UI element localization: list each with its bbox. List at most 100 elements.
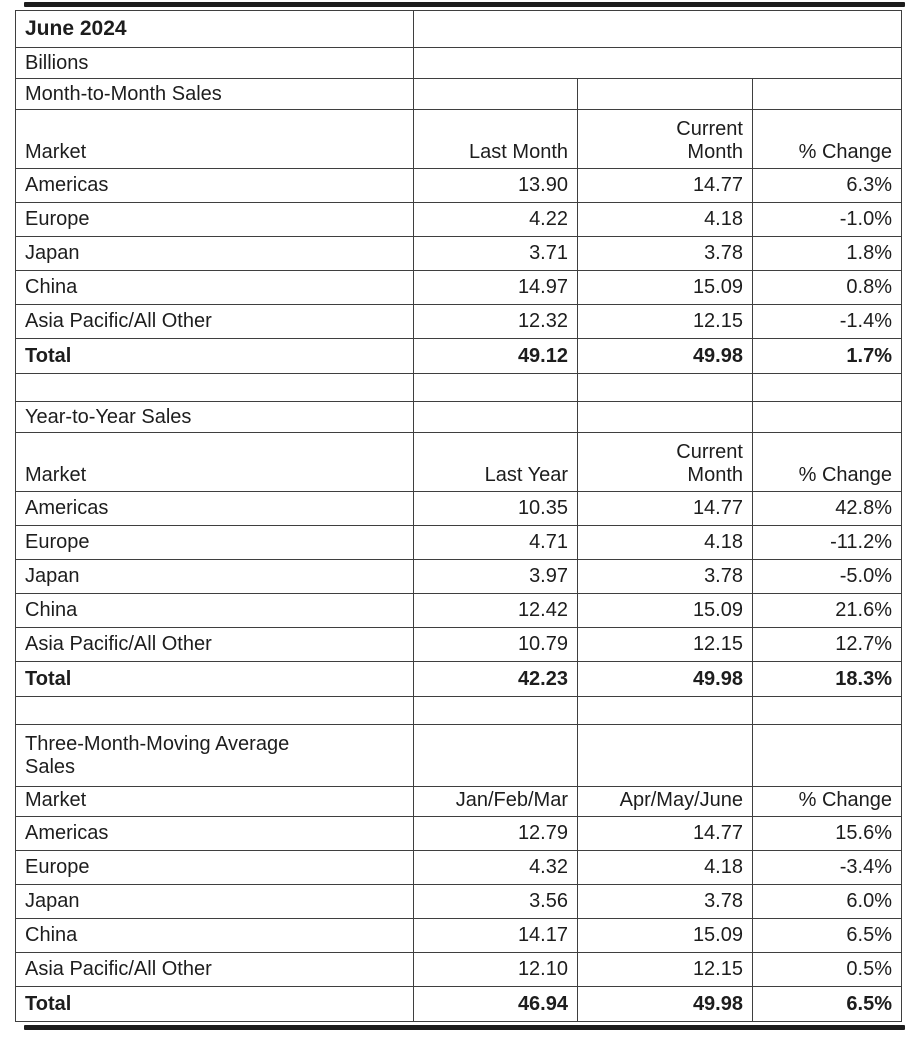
market-cell: Americas (15, 491, 414, 526)
column-header-cell: % Change (751, 432, 903, 492)
value-cell: 4.18 (577, 202, 753, 237)
spacer-cell (15, 373, 414, 402)
section-title-empty-cell (751, 724, 903, 787)
value-cell: 49.98 (577, 338, 753, 374)
value-cell: 12.15 (577, 627, 753, 662)
value-cell: 12.15 (577, 952, 753, 987)
change-cell: 18.3% (751, 661, 903, 697)
value-cell: 4.32 (413, 850, 578, 885)
value-cell: 3.78 (577, 884, 753, 919)
spacer-cell (751, 696, 903, 725)
market-cell: Japan (15, 884, 414, 919)
value-cell: 14.77 (577, 491, 753, 526)
value-cell: 10.79 (413, 627, 578, 662)
top-rule (24, 2, 905, 7)
change-cell: 0.5% (751, 952, 903, 987)
column-header-cell: Market (15, 432, 414, 492)
report-title-empty-cell (412, 10, 903, 48)
change-cell: 21.6% (751, 593, 903, 628)
value-cell: 15.09 (577, 918, 753, 953)
spacer-cell (413, 373, 578, 402)
value-cell: 12.42 (413, 593, 578, 628)
sales-table-body: June 2024 Billions Month-to-Month Sales Mar… (15, 10, 903, 1022)
value-cell: 12.10 (413, 952, 578, 987)
spacer-cell (15, 696, 414, 725)
value-cell: 14.77 (577, 168, 753, 203)
total-label-cell: Total (15, 338, 414, 374)
market-cell: China (15, 270, 414, 305)
value-cell: 49.98 (577, 986, 753, 1022)
section-title-cell: Month-to-Month Sales (15, 78, 414, 110)
value-cell: 10.35 (413, 491, 578, 526)
change-cell: -5.0% (751, 559, 903, 594)
change-cell: 6.5% (751, 986, 903, 1022)
value-cell: 14.77 (577, 816, 753, 851)
value-cell: 12.79 (413, 816, 578, 851)
spacer-cell (577, 373, 753, 402)
value-cell: 3.78 (577, 559, 753, 594)
change-cell: -1.4% (751, 304, 903, 339)
market-cell: Americas (15, 816, 414, 851)
change-cell: 15.6% (751, 816, 903, 851)
section-title-empty-cell (577, 401, 753, 433)
section-title-cell: Year-to-Year Sales (15, 401, 414, 433)
value-cell: 13.90 (413, 168, 578, 203)
market-cell: Asia Pacific/All Other (15, 952, 414, 987)
unit-empty-cell (412, 47, 903, 79)
value-cell: 12.32 (413, 304, 578, 339)
section-title-empty-cell (751, 78, 903, 110)
total-label-cell: Total (15, 986, 414, 1022)
spacer-cell (577, 696, 753, 725)
market-cell: Japan (15, 559, 414, 594)
section-title-empty-cell (577, 78, 753, 110)
column-header-cell: Last Month (413, 109, 578, 169)
change-cell: 0.8% (751, 270, 903, 305)
value-cell: 14.17 (413, 918, 578, 953)
column-header-cell: % Change (751, 109, 903, 169)
market-cell: Americas (15, 168, 414, 203)
market-cell: Europe (15, 850, 414, 885)
value-cell: 46.94 (413, 986, 578, 1022)
market-cell: China (15, 918, 414, 953)
column-header-cell: Market (15, 786, 414, 817)
change-cell: 12.7% (751, 627, 903, 662)
section-title-empty-cell (751, 401, 903, 433)
market-cell: Europe (15, 525, 414, 560)
column-header-cell: % Change (751, 786, 903, 817)
market-cell: Europe (15, 202, 414, 237)
column-header-cell: Current Month (577, 109, 753, 169)
value-cell: 3.78 (577, 236, 753, 271)
report-title-cell: June 2024 (15, 10, 414, 48)
value-cell: 4.18 (577, 525, 753, 560)
value-cell: 4.22 (413, 202, 578, 237)
change-cell: 42.8% (751, 491, 903, 526)
value-cell: 49.98 (577, 661, 753, 697)
market-cell: Asia Pacific/All Other (15, 304, 414, 339)
column-header-cell: Last Year (413, 432, 578, 492)
value-cell: 3.56 (413, 884, 578, 919)
spacer-cell (751, 373, 903, 402)
value-cell: 15.09 (577, 593, 753, 628)
change-cell: -1.0% (751, 202, 903, 237)
unit-label-cell: Billions (15, 47, 414, 79)
value-cell: 4.18 (577, 850, 753, 885)
section-title-empty-cell (577, 724, 753, 787)
change-cell: 6.3% (751, 168, 903, 203)
spacer-cell (413, 696, 578, 725)
value-cell: 14.97 (413, 270, 578, 305)
value-cell: 15.09 (577, 270, 753, 305)
value-cell: 4.71 (413, 525, 578, 560)
section-title-empty-cell (413, 78, 578, 110)
value-cell: 12.15 (577, 304, 753, 339)
column-header-cell: Jan/Feb/Mar (413, 786, 578, 817)
column-header-cell: Current Month (577, 432, 753, 492)
section-title-empty-cell (413, 401, 578, 433)
value-cell: 3.71 (413, 236, 578, 271)
value-cell: 3.97 (413, 559, 578, 594)
change-cell: 1.8% (751, 236, 903, 271)
market-cell: China (15, 593, 414, 628)
change-cell: 1.7% (751, 338, 903, 374)
section-title-empty-cell (413, 724, 578, 787)
change-cell: 6.0% (751, 884, 903, 919)
